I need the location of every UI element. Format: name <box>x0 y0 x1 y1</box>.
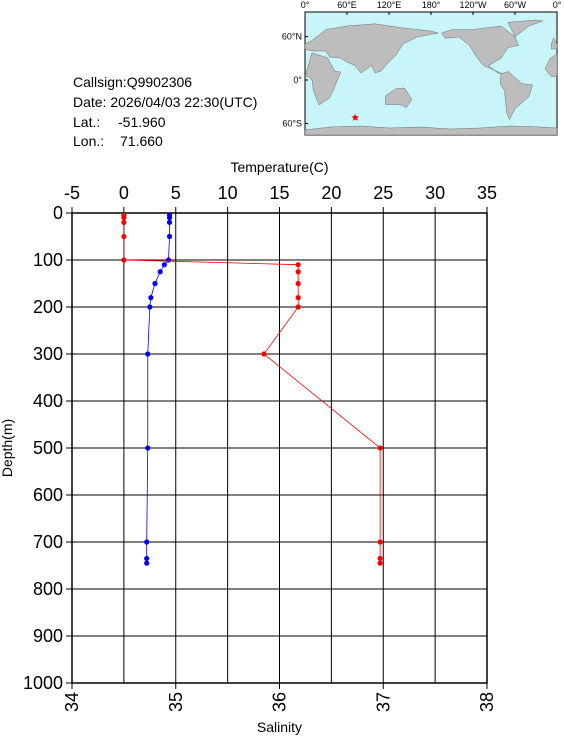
profile-point <box>261 351 267 357</box>
map-lon-label: 120°E <box>377 0 402 10</box>
profile-point <box>152 280 158 287</box>
profile-point <box>377 445 383 451</box>
y-tick-label: 900 <box>33 626 63 646</box>
map-lon-label: 0° <box>301 0 310 10</box>
profile-point <box>144 539 150 545</box>
profile-point <box>147 304 153 310</box>
x-tick-label-top: 10 <box>218 183 238 203</box>
profile-point <box>377 560 383 566</box>
profile-point <box>121 215 127 221</box>
y-tick-label: 1000 <box>23 673 63 693</box>
profile-point <box>295 262 301 268</box>
eurasia <box>304 23 439 74</box>
map-lat-label: 60°N <box>282 32 302 42</box>
bottom-axis-title: Salinity <box>257 719 302 735</box>
profile-point <box>161 262 167 268</box>
north-america <box>441 25 519 75</box>
x-tick-label-top: 25 <box>373 183 393 203</box>
x-tick-label-bottom: 37 <box>373 692 393 712</box>
y-tick-label: 700 <box>33 532 63 552</box>
x-tick-label-bottom: 34 <box>62 692 82 712</box>
africa <box>304 52 341 106</box>
y-tick-label: 300 <box>33 344 63 364</box>
profile-line <box>146 215 170 564</box>
x-tick-label-top: 35 <box>477 183 497 203</box>
profile-point <box>145 445 151 451</box>
top-axis-title: Temperature(C) <box>230 159 328 175</box>
x-tick-label-top: 0 <box>119 183 129 203</box>
profile-point <box>295 295 301 301</box>
y-tick-label: 0 <box>53 203 63 223</box>
x-tick-label-bottom: 36 <box>270 692 290 712</box>
greenland <box>507 19 544 38</box>
y-tick-label: 800 <box>33 579 63 599</box>
profile-point <box>144 560 150 566</box>
profile-point <box>295 304 301 310</box>
profile-point <box>166 233 173 240</box>
map-lat-label: 60°S <box>282 118 302 128</box>
profile-point <box>121 219 127 225</box>
africa-west <box>544 53 558 77</box>
profile-point <box>377 555 383 562</box>
profile-point <box>121 257 127 263</box>
info-panel: Callsign:Q9902306 Date: 2026/04/03 22:30… <box>73 74 257 149</box>
y-tick-label: 200 <box>33 297 63 317</box>
y-axis-title: Depth(m) <box>0 419 15 477</box>
lon-label: Lon.: <box>73 133 104 149</box>
lat-value: -51.960 <box>118 114 166 130</box>
plot-frame <box>71 212 488 684</box>
profile-point <box>121 233 127 240</box>
y-tick-label: 600 <box>33 485 63 505</box>
profile-point <box>145 351 151 357</box>
map: 0° 60°E 120°E 180° 120°W 60°W 0° 60°N 0° 60°S <box>282 0 562 136</box>
profile-point <box>295 269 301 275</box>
map-lon-label: 60°E <box>337 0 357 10</box>
y-tick-label: 400 <box>33 391 63 411</box>
map-lat-label: 0° <box>293 75 302 85</box>
map-lon-label: 60°W <box>504 0 527 10</box>
europe-west <box>551 37 558 50</box>
x-tick-label-top: 5 <box>171 183 181 203</box>
profile-point <box>166 215 173 221</box>
profile-point <box>157 269 163 275</box>
x-tick-label-top: 30 <box>425 183 445 203</box>
y-tick-label: 100 <box>33 250 63 270</box>
antarctica <box>304 125 558 136</box>
x-tick-label-top: -5 <box>64 183 80 203</box>
map-lon-label: 0° <box>553 0 562 10</box>
south-america <box>500 71 533 121</box>
x-tick-label-bottom: 35 <box>166 692 186 712</box>
y-tick-label: 500 <box>33 438 63 458</box>
lon-value: 71.660 <box>120 133 163 149</box>
land <box>304 19 558 121</box>
australia <box>385 87 413 108</box>
float-position <box>351 113 359 121</box>
x-tick-label-bottom: 38 <box>477 692 497 712</box>
date: Date: 2026/04/03 22:30(UTC) <box>73 94 257 110</box>
x-tick-label-top: 20 <box>321 183 341 203</box>
callsign: Callsign:Q9902306 <box>73 74 192 90</box>
profile-point <box>165 257 172 263</box>
lat-label: Lat.: <box>73 114 100 130</box>
profile-point <box>377 539 383 545</box>
map-lon-label: 120°W <box>459 0 487 10</box>
profile-point <box>144 555 150 562</box>
profile-point <box>166 219 173 225</box>
profile-point <box>148 295 154 301</box>
x-tick-label-top: 15 <box>269 183 289 203</box>
map-lon-label: 180° <box>422 0 441 10</box>
profile-point <box>295 280 301 287</box>
